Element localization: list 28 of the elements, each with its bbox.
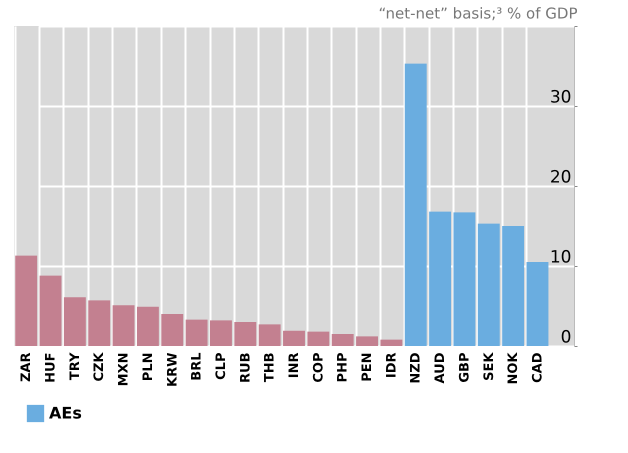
legend-label: AEs <box>49 404 82 422</box>
x-tick-label: NOK <box>506 352 522 385</box>
x-tick-label: HUF <box>44 352 59 383</box>
x-tick-label: CZK <box>92 352 108 382</box>
x-tick-label: AUD <box>433 352 448 384</box>
x-tick-label: PHP <box>336 352 351 382</box>
x-tick-label: THB <box>262 352 278 382</box>
y-tick-label: 10 <box>550 248 572 268</box>
x-tick-label: GBP <box>457 352 472 383</box>
chart-title: “net-net” basis;³ % of GDP <box>378 4 578 22</box>
x-tick-label: IDR <box>384 352 400 378</box>
y-tick-label: 30 <box>550 88 572 108</box>
x-tick-label: INR <box>287 352 302 378</box>
x-tick-label: CAD <box>530 352 546 383</box>
x-tick-label: TRY <box>68 352 83 380</box>
x-tick-label: MXN <box>116 352 132 386</box>
x-tick-label: COP <box>311 352 326 383</box>
x-tick-label: NZD <box>408 352 424 384</box>
y-tick-label: 0 <box>560 328 572 348</box>
y-tick-label: 20 <box>550 168 572 188</box>
x-tick-label: CLP <box>214 352 229 380</box>
x-tick-label: PEN <box>360 352 376 382</box>
x-tick-label: PLN <box>140 352 156 382</box>
x-tick-label: ZAR <box>19 352 34 382</box>
x-tick-label: BRL <box>190 352 205 381</box>
x-tick-label: KRW <box>165 352 180 387</box>
x-tick-label: RUB <box>238 352 254 383</box>
x-tick-label: SEK <box>482 352 497 381</box>
